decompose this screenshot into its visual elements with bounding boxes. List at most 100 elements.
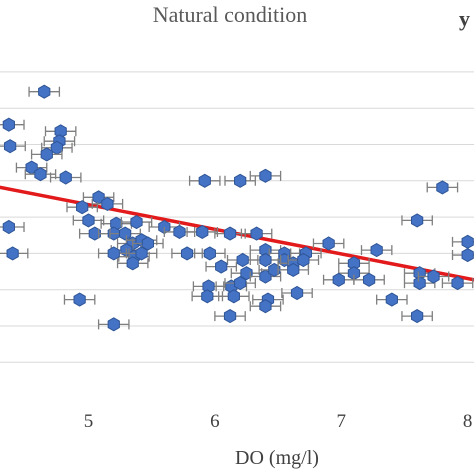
data-point-70 <box>401 213 433 228</box>
data-point-33 <box>194 246 226 261</box>
data-point-24 <box>125 246 158 261</box>
point-marker <box>76 200 89 215</box>
point-marker <box>268 262 281 277</box>
data-point-39 <box>249 243 282 258</box>
point-marker <box>130 214 143 230</box>
data-point-4 <box>0 139 26 154</box>
data-point-46 <box>205 259 238 274</box>
point-marker <box>240 266 253 281</box>
data-point-65 <box>214 309 246 324</box>
point-marker <box>436 180 449 195</box>
data-point-73 <box>403 276 436 291</box>
point-marker <box>198 173 211 188</box>
data-point-12 <box>66 200 98 215</box>
data-point-78 <box>441 276 474 291</box>
point-marker <box>410 213 424 228</box>
point-marker <box>141 236 155 251</box>
point-marker <box>34 167 47 182</box>
point-marker <box>287 262 300 277</box>
point-marker <box>297 252 310 268</box>
data-point-9 <box>49 170 82 185</box>
point-marker <box>451 276 464 291</box>
data-point-35 <box>224 173 256 188</box>
point-marker <box>362 272 376 287</box>
x-tick-label-7: 7 <box>337 411 347 432</box>
point-marker <box>82 213 95 228</box>
point-marker <box>461 247 474 263</box>
data-point-75 <box>401 309 433 324</box>
point-marker <box>461 234 474 249</box>
data-point-49 <box>224 276 256 291</box>
data-point-59 <box>353 272 385 287</box>
point-marker <box>250 226 263 241</box>
data-point-55 <box>287 252 320 268</box>
point-marker <box>236 252 249 268</box>
data-point-38 <box>240 226 273 241</box>
point-marker <box>50 140 64 155</box>
point-marker <box>227 289 240 304</box>
point-marker <box>332 272 345 287</box>
data-point-64 <box>218 289 250 304</box>
data-point-77 <box>451 247 474 263</box>
point-marker <box>88 226 101 241</box>
data-point-69 <box>376 292 408 307</box>
data-point-25 <box>97 246 130 261</box>
point-marker <box>73 292 86 307</box>
point-marker <box>223 309 237 324</box>
data-point-71 <box>426 180 459 195</box>
point-marker <box>40 147 53 162</box>
point-marker <box>259 168 272 183</box>
data-point-68 <box>97 317 130 332</box>
x-axis-label: DO (mg/l) <box>235 447 319 469</box>
x-tick-label-6: 6 <box>210 411 220 432</box>
data-point-1 <box>0 117 25 132</box>
point-marker <box>259 252 272 268</box>
chart-title: Natural condition <box>153 2 308 27</box>
data-point-61 <box>281 285 313 301</box>
point-marker <box>2 219 15 235</box>
data-point-43 <box>249 252 282 268</box>
point-marker <box>385 292 398 307</box>
point-marker <box>38 84 51 99</box>
data-point-76 <box>451 234 474 249</box>
data-point-31 <box>186 224 219 240</box>
data-point-60 <box>322 272 355 287</box>
data-point-44 <box>226 252 259 268</box>
data-point-53 <box>312 236 345 251</box>
point-marker <box>413 276 426 291</box>
point-marker <box>223 226 237 241</box>
data-point-36 <box>249 168 282 183</box>
point-marker <box>322 236 335 251</box>
point-marker <box>259 299 272 314</box>
corner-label: y <box>459 6 470 31</box>
data-point-58 <box>360 243 393 258</box>
point-marker <box>234 173 247 188</box>
gridlines <box>0 71 474 363</box>
point-marker <box>107 246 120 261</box>
point-marker <box>203 246 216 261</box>
data-point-26 <box>116 256 149 271</box>
point-marker <box>410 309 424 324</box>
data-point-27 <box>0 246 29 261</box>
point-marker <box>234 276 247 291</box>
data-point-28 <box>0 219 25 235</box>
x-tick-label-5: 5 <box>84 411 94 432</box>
point-marker <box>59 170 72 185</box>
data-point-18 <box>109 226 141 241</box>
point-marker <box>215 259 228 274</box>
data-point-0 <box>28 84 61 99</box>
point-marker <box>3 139 17 154</box>
point-marker <box>180 246 194 261</box>
point-marker <box>201 289 214 304</box>
data-point-2 <box>44 124 77 139</box>
data-point-13 <box>72 213 105 228</box>
x-axis-ticks: 5 6 7 8 <box>84 411 473 432</box>
data-point-52 <box>277 262 310 277</box>
data-point-15 <box>120 214 153 230</box>
data-point-66 <box>191 289 224 304</box>
data-point-45 <box>230 266 263 281</box>
point-marker <box>119 226 132 241</box>
point-marker <box>427 269 440 284</box>
